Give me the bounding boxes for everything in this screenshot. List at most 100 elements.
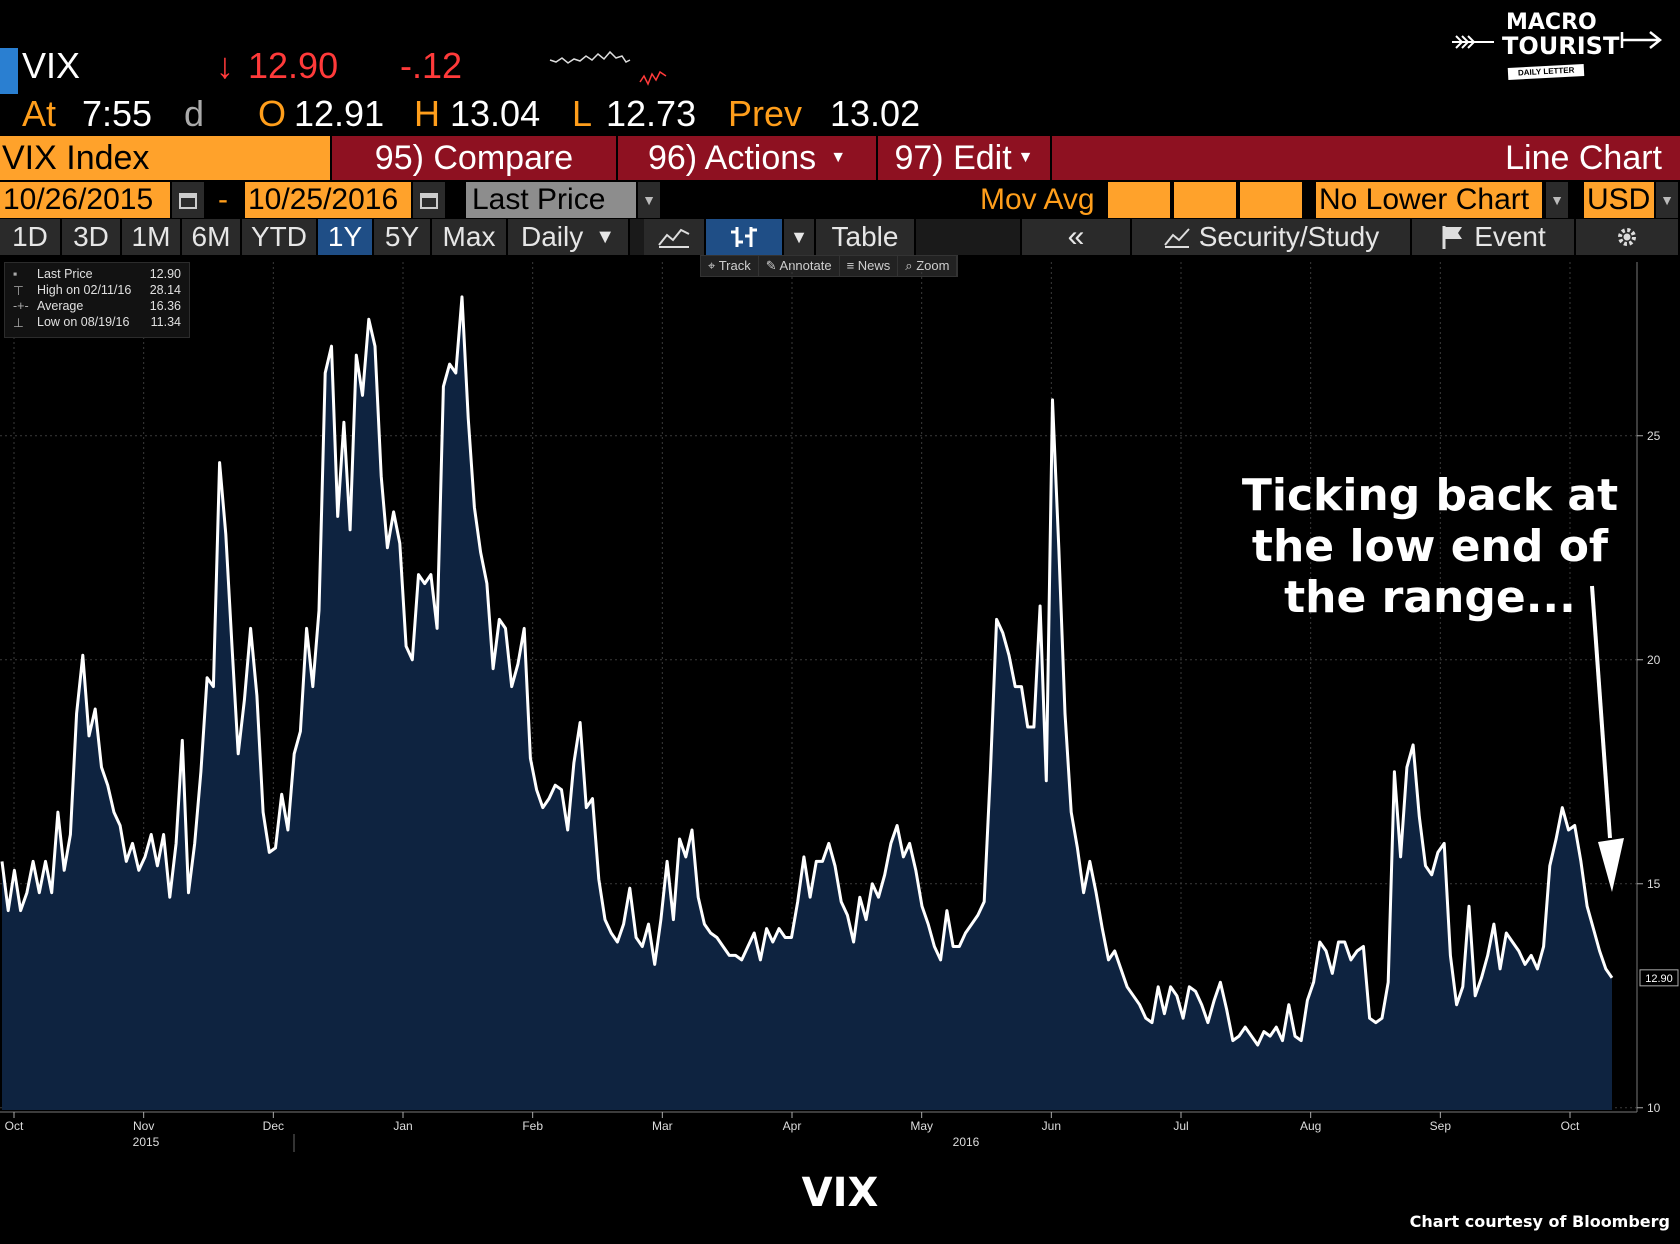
lower-chart-select[interactable]: No Lower Chart — [1316, 182, 1542, 218]
annotate-tool[interactable]: ✎ Annotate — [759, 256, 840, 276]
actions-menu[interactable]: 96) Actions ▼ — [618, 136, 876, 180]
range-ytd[interactable]: YTD — [242, 219, 318, 255]
range-5y[interactable]: 5Y — [374, 219, 432, 255]
low-label: L — [572, 93, 593, 134]
start-date-input[interactable]: 10/26/2015 — [0, 182, 170, 218]
range-6m[interactable]: 6M — [182, 219, 242, 255]
chart-grid — [0, 262, 1640, 1112]
x-tick-label: Oct — [5, 1119, 24, 1133]
x-year-label: 2016 — [953, 1135, 980, 1149]
calendar-icon[interactable] — [172, 182, 204, 218]
vix-chart: 10 15 20 25 Oct Nov Dec Jan Feb Mar Apr May Jun Jul Au… — [0, 262, 1679, 1152]
news-tool[interactable]: ≡ News — [840, 256, 899, 276]
macro-tourist-logo: MACRO TOURIST DAILY LETTER — [1450, 12, 1670, 92]
edit-menu[interactable]: 97) Edit ▼ — [878, 136, 1050, 180]
legend-row: ⊥ Low on 08/19/16 11.34 — [5, 315, 189, 331]
security-study-label: Security/Study — [1198, 221, 1380, 252]
open-label: O — [258, 93, 287, 134]
last-value-box — [1639, 969, 1679, 987]
last-price: 12.90 — [248, 45, 339, 86]
chart-type-label[interactable]: Line Chart — [1052, 136, 1680, 180]
x-tick-label: Mar — [652, 1119, 673, 1133]
chart-annotation: Ticking back at the low end of the range… — [1230, 470, 1630, 623]
ohlc-bar-icon[interactable] — [706, 219, 784, 255]
end-date-input[interactable]: 10/25/2016 — [245, 182, 411, 218]
sparkline-white — [549, 50, 631, 64]
calendar-icon[interactable] — [413, 182, 445, 218]
gear-icon[interactable] — [1576, 219, 1680, 255]
open-value: 12.91 — [294, 93, 385, 134]
track-tool[interactable]: ⌖ Track — [701, 256, 759, 276]
annotate-label: Annotate — [779, 258, 832, 273]
y-tick-label: 25 — [1647, 429, 1661, 443]
legend-value: 11.34 — [150, 315, 181, 329]
chevron-down-icon[interactable]: ▼ — [784, 219, 816, 255]
table-button[interactable]: Table — [816, 219, 916, 255]
x-tick-label: Feb — [522, 1119, 543, 1133]
annotation-line: the low end of — [1251, 521, 1609, 572]
security-study-button[interactable]: Security/Study — [1132, 219, 1412, 255]
x-tick-label: Oct — [1561, 1119, 1580, 1133]
time-unit: d — [184, 93, 205, 134]
prev-value: 13.02 — [830, 93, 921, 134]
y-tick-label: 20 — [1647, 653, 1661, 667]
high-value: 13.04 — [450, 93, 541, 134]
legend-value: 12.90 — [149, 267, 181, 281]
chevron-down-icon[interactable]: ▼ — [1656, 182, 1678, 218]
line-chart-icon[interactable] — [644, 219, 706, 255]
high-marker-icon: ⊤ — [13, 284, 24, 298]
prev-label: Prev — [728, 93, 803, 134]
security-toolbar: VIX Index 95) Compare 96) Actions ▼ 97) … — [0, 136, 1680, 180]
event-button[interactable]: Event — [1412, 219, 1576, 255]
zoom-tool[interactable]: ⌕ Zoom — [898, 256, 958, 276]
chevron-down-icon[interactable]: ▼ — [1546, 182, 1568, 218]
actions-label: 96) Actions — [647, 138, 817, 177]
mov-avg-input-3[interactable] — [1240, 182, 1302, 218]
x-tick-label: May — [910, 1119, 933, 1133]
security-field[interactable]: VIX Index — [0, 136, 330, 180]
x-tick-label: Nov — [133, 1119, 154, 1133]
legend-label: Last Price — [37, 267, 93, 281]
logo-line1: MACRO — [1506, 10, 1597, 35]
range-1d[interactable]: 1D — [0, 219, 62, 255]
last-value-label: 12.90 — [1645, 973, 1673, 985]
compare-button[interactable]: 95) Compare — [332, 136, 616, 180]
ticker-symbol: VIX — [22, 45, 81, 86]
flag-icon — [1442, 226, 1463, 249]
quote-time: 7:55 — [82, 93, 153, 134]
annotation-line: Ticking back at — [1241, 470, 1619, 521]
legend-last-price-icon: ▪ — [13, 267, 18, 281]
legend-row: ⊤ High on 02/11/16 28.14 — [5, 283, 189, 299]
chart-tools: ⌖ Track ✎ Annotate ≡ News ⌕ Zoom — [700, 255, 959, 277]
caret-down-icon: ▼ — [595, 225, 616, 248]
mov-avg-input-2[interactable] — [1174, 182, 1236, 218]
x-tick-label: Sep — [1430, 1119, 1452, 1133]
legend-row: ▪ Last Price 12.90 — [5, 267, 189, 283]
chart-credit: Chart courtesy of Bloomberg — [1409, 1212, 1670, 1231]
frequency-select[interactable]: Daily ▼ — [508, 219, 630, 255]
legend-label: High on 02/11/16 — [37, 283, 132, 297]
x-tick-label: Apr — [783, 1119, 802, 1133]
caret-down-icon: ▼ — [830, 149, 847, 166]
track-label: Track — [718, 258, 751, 273]
frequency-label: Daily — [520, 221, 584, 252]
range-3d[interactable]: 3D — [62, 219, 122, 255]
sparkline-red — [639, 70, 667, 86]
collapse-double-chevron-icon[interactable]: « — [1022, 219, 1132, 255]
chevron-down-icon[interactable]: ▼ — [638, 182, 660, 218]
chart-legend: ▪ Last Price 12.90 ⊤ High on 02/11/16 28… — [4, 262, 190, 338]
ticker-color-marker — [0, 48, 18, 94]
range-1m[interactable]: 1M — [122, 219, 182, 255]
intraday-sparkline — [549, 50, 667, 86]
y-tick-label: 10 — [1647, 1101, 1661, 1115]
legend-value: 16.36 — [149, 299, 181, 313]
low-value: 12.73 — [606, 93, 697, 134]
range-max[interactable]: Max — [432, 219, 508, 255]
field-select[interactable]: Last Price — [466, 182, 636, 218]
currency-select[interactable]: USD — [1584, 182, 1654, 218]
x-tick-label: Jan — [393, 1119, 412, 1133]
range-bar: 1D 3D 1M 6M YTD 1Y 5Y Max Daily ▼ ▼ Tabl… — [0, 219, 1680, 255]
mov-avg-input-1[interactable] — [1108, 182, 1170, 218]
x-tick-label: Dec — [263, 1119, 284, 1133]
range-1y[interactable]: 1Y — [318, 219, 374, 255]
